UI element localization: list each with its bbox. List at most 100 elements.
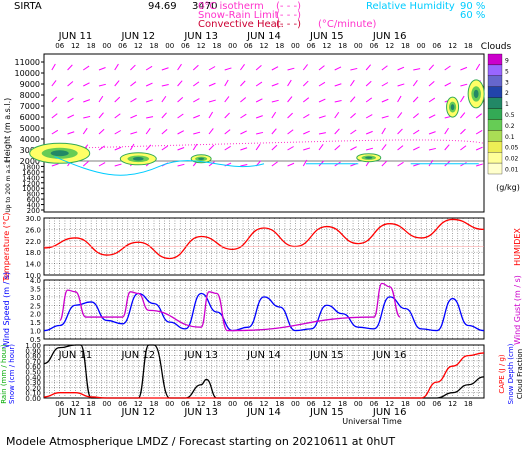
wind-ytick: 0.5	[30, 336, 41, 344]
wind-arrow	[271, 99, 279, 103]
colorbar-tick: 5	[505, 68, 509, 75]
bottom-hour-tick: 12	[260, 400, 269, 408]
wind-arrow	[255, 65, 262, 71]
bottom-hour-tick: 12	[71, 400, 80, 408]
wind-arrow	[365, 64, 372, 71]
wind-arrow	[240, 147, 248, 151]
wind-ytick: 3.0	[30, 294, 41, 302]
wind-arrow	[350, 67, 358, 71]
wind-arrow	[318, 98, 326, 103]
wind-arrow	[302, 80, 309, 87]
clouds-ytick-label: 600	[27, 196, 40, 204]
wind-arrow	[114, 80, 120, 87]
cloud-blob-center	[450, 104, 455, 111]
bottom-day-label: JUN 16	[372, 350, 407, 361]
temperature-ytick: 14.0	[25, 261, 41, 269]
rain-ytick: 0.30	[25, 379, 41, 387]
wind-arrow	[303, 147, 311, 151]
wind-arrow	[460, 66, 468, 71]
humidex-label: HUMIDEX	[513, 228, 522, 266]
wind-arrow	[114, 163, 122, 167]
wind-arrow	[271, 161, 278, 167]
top-hour-tick: 06	[244, 42, 253, 50]
clouds-ytick-label: 1000	[22, 185, 40, 193]
wind-arrow	[381, 144, 387, 151]
top-hour-tick: 18	[212, 42, 221, 50]
clouds-ytick-label: 1200	[22, 180, 40, 188]
top-hour-tick: 18	[150, 42, 159, 50]
snow-ylabel: Snow (cm / hour)	[8, 344, 16, 404]
bottom-hour-tick: 00	[165, 400, 174, 408]
rain-ytick: 0.10	[25, 390, 41, 398]
top-hour-tick: 18	[401, 42, 410, 50]
wind-arrow	[350, 112, 356, 119]
cloud-blob-center	[365, 156, 373, 159]
rh-label: Relative Humidity	[366, 1, 455, 12]
clouds-ytick-label: 4000	[20, 135, 40, 144]
wind-arrow	[145, 82, 153, 87]
bottom-hour-tick: 00	[417, 400, 426, 408]
colorbar-title: Clouds	[481, 42, 512, 52]
wind-arrow	[334, 66, 342, 71]
cape-ylabel: CAPE (J / g)	[498, 354, 506, 394]
bottom-hour-tick: 06	[244, 400, 253, 408]
bottom-hour-tick: 06	[55, 400, 64, 408]
wind-arrow	[397, 66, 405, 71]
wind-arrow	[51, 129, 59, 135]
wind-arrow	[255, 81, 263, 87]
wind-arrow	[350, 79, 355, 87]
rh-90: 90 %	[460, 1, 485, 12]
wind-arrow	[381, 160, 388, 167]
snow-depth-ylabel: Snow Depth (cm)	[507, 343, 515, 404]
colorbar-tick: 3	[505, 79, 509, 86]
bottom-day-label: JUN 13	[183, 350, 218, 361]
wind-arrow	[192, 64, 199, 71]
xlabel: Universal Time	[342, 417, 402, 426]
wind-arrow	[98, 145, 105, 151]
wind-arrow	[318, 81, 326, 87]
wind-arrow	[67, 131, 75, 135]
bottom-hour-tick: 12	[322, 400, 331, 408]
wind-arrow	[224, 79, 229, 87]
wind-arrow	[302, 64, 308, 71]
colorbar-swatch	[487, 119, 503, 131]
clouds-ytick-label: 9000	[20, 80, 40, 89]
wind-arrow	[224, 67, 232, 71]
wind-arrow	[413, 146, 420, 151]
wind-arrow	[334, 145, 341, 151]
legend-snow-rain-sample: (- - -)	[276, 10, 301, 21]
wind-arrow	[381, 127, 386, 135]
wind-ytick: 3.5	[30, 285, 41, 293]
temperature-series-0	[43, 218, 485, 260]
legend-isotherm: 0°C isotherm	[198, 1, 264, 12]
top-day-label: JUN 14	[246, 31, 281, 42]
wind-arrow	[177, 147, 185, 151]
cloud-blob-center	[132, 157, 144, 161]
wind-ytick: 2.5	[30, 302, 41, 310]
wind-arrow	[287, 112, 293, 119]
colorbar-swatch	[487, 141, 503, 153]
wind-arrow	[350, 96, 356, 103]
wind-arrow	[303, 113, 310, 119]
wind-gust-ylabel: Wind Gust (m / s)	[513, 275, 522, 345]
top-hour-tick: 18	[87, 42, 96, 50]
wind-arrow	[146, 116, 154, 119]
top-hour-tick: 18	[464, 42, 473, 50]
colorbar-tick: 2	[505, 90, 509, 97]
rain-ytick: 0.80	[25, 353, 41, 361]
wind-arrow	[475, 63, 481, 71]
wind-arrow	[397, 161, 404, 167]
clouds-ytick-label: 1800	[22, 163, 40, 171]
wind-arrow	[145, 128, 151, 135]
wind-arrow	[365, 80, 372, 87]
clouds-ytick-label: 3000	[20, 146, 40, 155]
temperature-ylabel: Temperature (°C)	[2, 212, 11, 282]
top-day-label: JUN 16	[372, 31, 407, 42]
wind-arrow	[397, 95, 402, 103]
top-hour-tick: 12	[385, 42, 394, 50]
wind-arrow	[224, 129, 231, 135]
bottom-hour-tick: 12	[385, 400, 394, 408]
top-hour-tick: 12	[260, 42, 269, 50]
wind-ytick: 1.0	[30, 328, 41, 336]
